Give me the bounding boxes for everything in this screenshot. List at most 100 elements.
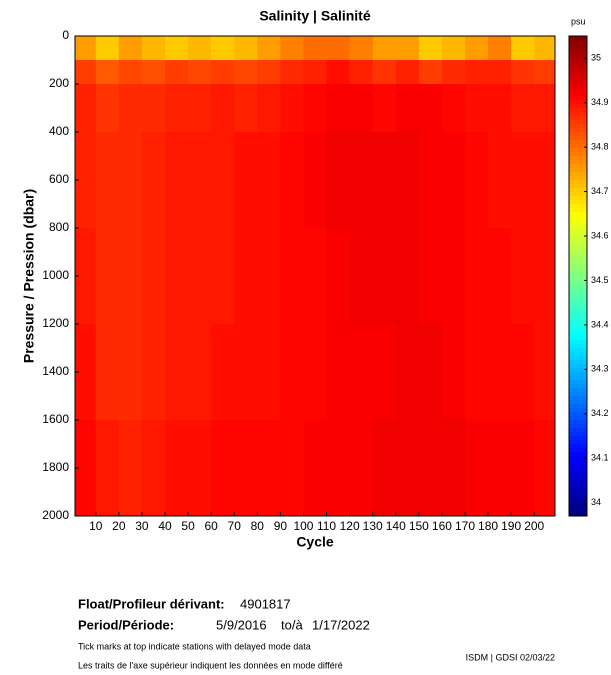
period-label: Period/Période: bbox=[78, 617, 174, 632]
colorbar-swatch bbox=[569, 108, 587, 113]
heat-cell bbox=[488, 60, 512, 85]
colorbar-swatch bbox=[569, 312, 587, 317]
colorbar-swatch bbox=[569, 252, 587, 257]
colorbar-swatch bbox=[569, 348, 587, 353]
colorbar-swatch bbox=[569, 400, 587, 405]
heat-cell bbox=[141, 36, 166, 61]
colorbar-swatch bbox=[569, 304, 587, 309]
colorbar-swatch bbox=[569, 112, 587, 117]
heat-cell bbox=[280, 228, 304, 325]
y-tick-label: 200 bbox=[49, 76, 69, 90]
colorbar-swatch bbox=[569, 296, 587, 301]
heat-cell bbox=[257, 228, 281, 325]
colorbar-swatch bbox=[569, 224, 587, 229]
heat-cell bbox=[465, 36, 489, 61]
heat-cell bbox=[75, 324, 97, 421]
heat-cell bbox=[303, 60, 328, 85]
heat-cell bbox=[118, 60, 143, 85]
heat-cell bbox=[418, 84, 443, 133]
heat-cell bbox=[280, 132, 304, 229]
colorbar-label: psu bbox=[571, 16, 586, 26]
colorbar-swatch bbox=[569, 212, 587, 217]
x-tick-label: 130 bbox=[363, 519, 383, 533]
colorbar-tick-label: 34.2 bbox=[591, 408, 609, 418]
x-tick-label: 90 bbox=[274, 519, 288, 533]
y-tick-label: 1800 bbox=[42, 460, 69, 474]
colorbar-swatch bbox=[569, 380, 587, 385]
colorbar-swatch bbox=[569, 328, 587, 333]
heat-cell bbox=[165, 84, 189, 133]
x-tick-label: 30 bbox=[135, 519, 149, 533]
colorbar-swatch bbox=[569, 144, 587, 149]
heat-cell bbox=[234, 228, 258, 325]
colorbar-swatch bbox=[569, 120, 587, 125]
x-tick-label: 60 bbox=[204, 519, 218, 533]
colorbar-swatch bbox=[569, 216, 587, 221]
colorbar-swatch bbox=[569, 204, 587, 209]
colorbar-swatch bbox=[569, 264, 587, 269]
colorbar-swatch bbox=[569, 416, 587, 421]
x-axis-label: Cycle bbox=[296, 534, 334, 550]
heat-cell bbox=[257, 420, 281, 517]
heat-cell bbox=[234, 132, 258, 229]
colorbar-swatch bbox=[569, 220, 587, 225]
heat-cell bbox=[280, 84, 304, 133]
colorbar-swatch bbox=[569, 132, 587, 137]
heat-cell bbox=[465, 228, 489, 325]
colorbar-swatch bbox=[569, 508, 587, 513]
colorbar-swatch bbox=[569, 332, 587, 337]
colorbar-swatch bbox=[569, 456, 587, 461]
heat-cell bbox=[234, 60, 258, 85]
colorbar-swatch bbox=[569, 440, 587, 445]
colorbar-swatch bbox=[569, 248, 587, 253]
x-tick-label: 160 bbox=[432, 519, 452, 533]
colorbar-tick-label: 35 bbox=[591, 53, 601, 63]
colorbar-tick-label: 34.3 bbox=[591, 364, 609, 374]
heat-cell bbox=[211, 228, 235, 325]
heat-cell bbox=[118, 132, 143, 229]
heat-cell bbox=[165, 132, 189, 229]
colorbar-swatch bbox=[569, 444, 587, 449]
colorbar-swatch bbox=[569, 68, 587, 73]
heat-cell bbox=[211, 420, 235, 517]
heat-cell bbox=[418, 60, 443, 85]
heat-cell bbox=[511, 420, 535, 517]
colorbar-swatch bbox=[569, 368, 587, 373]
heat-cell bbox=[165, 324, 189, 421]
heat-cell bbox=[257, 324, 281, 421]
colorbar-swatch bbox=[569, 260, 587, 265]
x-tick-label: 50 bbox=[181, 519, 195, 533]
colorbar-swatch bbox=[569, 72, 587, 77]
x-tick-label: 80 bbox=[251, 519, 265, 533]
colorbar-swatch bbox=[569, 196, 587, 201]
colorbar-swatch bbox=[569, 496, 587, 501]
heat-cell bbox=[465, 60, 489, 85]
heat-cell bbox=[95, 84, 120, 133]
colorbar-swatch bbox=[569, 128, 587, 133]
colorbar-swatch bbox=[569, 320, 587, 325]
colorbar-swatch bbox=[569, 452, 587, 457]
y-tick-label: 1600 bbox=[42, 412, 69, 426]
colorbar-swatch bbox=[569, 384, 587, 389]
colorbar-swatch bbox=[569, 280, 587, 285]
heat-cell bbox=[395, 84, 420, 133]
colorbar-swatch bbox=[569, 84, 587, 89]
float-label: Float/Profileur dérivant: bbox=[78, 596, 225, 611]
heat-cell bbox=[395, 36, 420, 61]
heat-cell bbox=[75, 84, 97, 133]
heat-cell bbox=[349, 36, 374, 61]
x-tick-label: 110 bbox=[317, 519, 336, 533]
heat-cell bbox=[326, 420, 351, 517]
colorbar-tick-label: 34.9 bbox=[591, 97, 609, 107]
colorbar-frame bbox=[568, 35, 588, 517]
x-tick-label: 120 bbox=[340, 519, 360, 533]
heat-cell bbox=[280, 60, 304, 85]
colorbar-swatch bbox=[569, 140, 587, 145]
colorbar-swatch bbox=[569, 504, 587, 509]
heat-cell bbox=[234, 36, 258, 61]
colorbar-tick-label: 34 bbox=[591, 497, 601, 507]
colorbar-swatch bbox=[569, 412, 587, 417]
colorbar-swatch bbox=[569, 324, 587, 329]
colorbar-swatch bbox=[569, 424, 587, 429]
